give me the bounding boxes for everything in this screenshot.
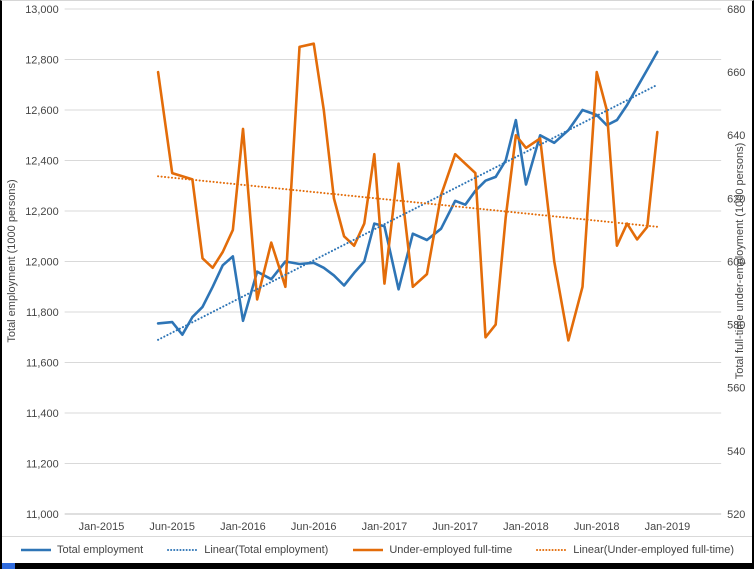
left-axis-tick-label: 13,000 xyxy=(25,4,58,16)
x-tick-label: Jun-2016 xyxy=(291,521,337,533)
x-tick-label: Jan-2016 xyxy=(220,521,266,533)
x-tick-label: Jan-2018 xyxy=(503,521,549,533)
window-bottom-bar xyxy=(2,563,752,569)
chart-legend: Total employment Linear(Total employment)… xyxy=(2,536,752,563)
x-tick-label: Jan-2019 xyxy=(645,521,691,533)
x-tick-label: Jun-2015 xyxy=(149,521,195,533)
legend-item: Under-employed full-time xyxy=(352,544,512,556)
left-axis-tick-label: 11,000 xyxy=(26,509,59,521)
right-axis-tick-label: 580 xyxy=(727,320,745,332)
window-accent-mark xyxy=(2,563,15,569)
right-axis-tick-label: 560 xyxy=(727,383,745,395)
underemployed-full-time-line xyxy=(156,42,659,342)
right-axis-title: Total full-time under-employment (1000 p… xyxy=(734,143,746,380)
right-axis-tick-label: 520 xyxy=(727,509,745,521)
left-axis-tick-label: 12,800 xyxy=(25,54,58,66)
chart-area: Total employment (1000 persons) Total fu… xyxy=(2,1,752,536)
left-axis-tick-label: 12,200 xyxy=(25,206,58,218)
x-tick-label: Jun-2017 xyxy=(432,521,478,533)
employment-chart: Total employment (1000 persons) Total fu… xyxy=(6,4,746,533)
left-axis-tick-label: 12,000 xyxy=(25,256,58,268)
trendline-swatch-icon xyxy=(167,549,200,551)
legend-label: Total employment xyxy=(56,544,144,556)
window-bottom-border xyxy=(15,563,752,569)
right-axis-tick-label: 680 xyxy=(727,4,745,16)
left-axis-tick-label: 12,600 xyxy=(25,105,58,117)
left-axis-tick-label: 11,400 xyxy=(26,408,59,420)
line-swatch-icon xyxy=(20,548,51,552)
x-tick-label: Jan-2015 xyxy=(79,521,125,533)
left-axis-tick-label: 11,800 xyxy=(26,307,59,319)
right-axis-tick-label: 540 xyxy=(727,446,745,458)
total-employment-line xyxy=(156,50,659,337)
x-tick-label: Jun-2018 xyxy=(574,521,620,533)
total-employment-trendline xyxy=(157,83,659,341)
legend-label: Linear(Total employment) xyxy=(204,544,329,556)
left-axis-tick-label: 12,400 xyxy=(25,155,58,167)
left-axis-tick-label: 11,600 xyxy=(26,357,59,369)
left-axis-title: Total employment (1000 persons) xyxy=(6,179,18,342)
legend-item: Linear(Total employment) xyxy=(167,544,328,556)
line-swatch-icon xyxy=(353,548,384,552)
legend-label: Under-employed full-time xyxy=(389,544,513,556)
x-tick-label: Jan-2017 xyxy=(362,521,408,533)
legend-item: Total employment xyxy=(20,544,143,556)
underemployed-full-time-trendline xyxy=(157,175,659,228)
right-axis-tick-label: 620 xyxy=(727,193,745,205)
left-axis-tick-label: 11,200 xyxy=(26,458,59,470)
right-axis-tick-label: 600 xyxy=(727,256,745,268)
right-axis-tick-label: 640 xyxy=(727,130,745,142)
right-axis-tick-label: 660 xyxy=(727,67,745,79)
trendline-swatch-icon xyxy=(536,549,569,551)
legend-label: Linear(Under-employed full-time) xyxy=(573,544,735,556)
legend-item: Linear(Under-employed full-time) xyxy=(536,544,734,556)
